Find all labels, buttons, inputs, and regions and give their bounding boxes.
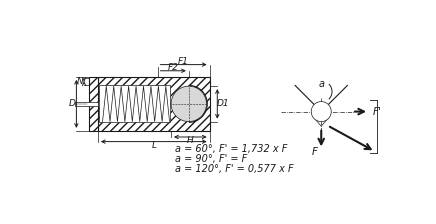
Bar	[99, 85, 170, 122]
Text: F2: F2	[168, 63, 179, 72]
Text: D1: D1	[216, 99, 229, 108]
Text: a: a	[318, 79, 324, 89]
Text: a = 90°, F' = F: a = 90°, F' = F	[175, 153, 247, 164]
Bar	[75, 102, 98, 106]
Circle shape	[311, 101, 331, 122]
Text: a = 60°, F' = 1,732 x F: a = 60°, F' = 1,732 x F	[175, 144, 287, 153]
Text: F: F	[312, 147, 318, 157]
Bar	[89, 77, 98, 131]
Circle shape	[171, 86, 207, 122]
Text: L: L	[151, 141, 156, 150]
Text: a = 120°, F' = 0,577 x F: a = 120°, F' = 0,577 x F	[175, 164, 293, 174]
Text: F': F'	[373, 107, 382, 116]
Text: D: D	[69, 99, 76, 108]
Text: N: N	[77, 77, 84, 86]
Bar	[98, 77, 210, 131]
Text: H: H	[187, 136, 194, 145]
Text: F1: F1	[178, 57, 189, 66]
